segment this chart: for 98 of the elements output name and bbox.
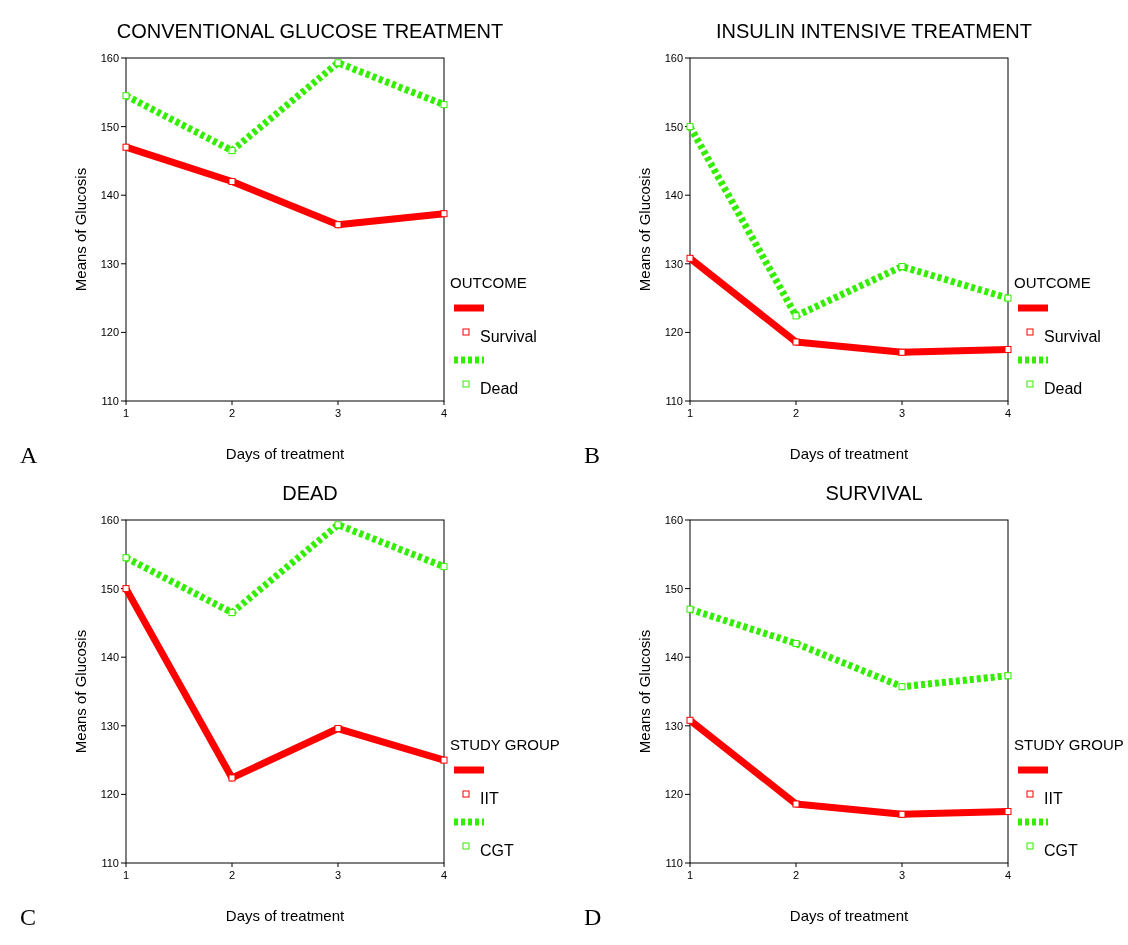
point (334, 59, 342, 67)
chart-title: SURVIVAL (825, 482, 923, 504)
point (1004, 294, 1012, 302)
x-tick-label: 4 (440, 407, 448, 419)
point (440, 756, 448, 764)
point (440, 101, 448, 109)
legend-label: Survival (480, 328, 537, 345)
point (1004, 808, 1012, 816)
point (898, 348, 906, 356)
y-tick-label: 150 (664, 120, 683, 133)
legend-title: OUTCOME (1014, 274, 1091, 291)
point (686, 254, 694, 262)
point (228, 609, 236, 617)
y-tick-label: 150 (100, 120, 119, 133)
point (792, 312, 800, 320)
point (122, 143, 130, 151)
text: B (584, 442, 601, 468)
point (440, 563, 448, 571)
x-tick-label: 2 (228, 407, 236, 419)
legend-label: Dead (1044, 380, 1083, 397)
legend-label: CGT (480, 842, 514, 859)
point (792, 639, 800, 647)
y-tick-label: 130 (100, 719, 119, 732)
x-axis-title: Days of treatment (789, 907, 910, 924)
x-tick-label: 3 (334, 407, 342, 419)
y-axis-title: Means of Glucosis (72, 167, 89, 292)
legend-label: IIT (480, 790, 499, 807)
chart-title: CONVENTIONAL GLUCOSE TREATMENT (116, 20, 504, 42)
y-tick-label: 120 (100, 326, 119, 339)
y-tick-label: 140 (100, 651, 119, 664)
point (122, 554, 130, 562)
legend-title: OUTCOME (450, 274, 527, 291)
x-axis-title: Days of treatment (225, 445, 346, 462)
point (334, 725, 342, 733)
y-tick-label: 150 (664, 582, 683, 595)
y-tick-label: 110 (101, 395, 119, 407)
y-tick-label: 140 (100, 189, 119, 202)
chart-title: DEAD (282, 482, 338, 504)
y-tick-label: 130 (100, 257, 119, 270)
x-tick-label: 4 (1004, 869, 1012, 881)
y-tick-label: 160 (100, 514, 119, 526)
y-tick-label: 160 (664, 52, 683, 64)
x-tick-label: 2 (228, 869, 236, 881)
point (334, 521, 342, 529)
point (898, 683, 906, 691)
x-tick-label: 3 (898, 407, 906, 419)
y-tick-label: 120 (100, 788, 119, 801)
y-axis-title: Means of Glucosis (72, 629, 89, 754)
point (228, 774, 236, 782)
point (792, 338, 800, 346)
point (228, 147, 236, 155)
text: A (20, 442, 38, 468)
point (1004, 672, 1012, 680)
x-tick-label: 1 (122, 407, 130, 419)
x-tick-label: 4 (440, 869, 448, 881)
point (440, 210, 448, 218)
y-tick-label: 110 (101, 857, 119, 869)
point (334, 221, 342, 229)
x-tick-label: 1 (686, 407, 694, 419)
point (1004, 346, 1012, 354)
point (898, 810, 906, 818)
point (686, 605, 694, 613)
x-tick-label: 3 (334, 869, 342, 881)
y-tick-label: 140 (664, 189, 683, 202)
point (686, 716, 694, 724)
y-tick-label: 120 (664, 788, 683, 801)
y-tick-label: 130 (664, 719, 683, 732)
legend-title: STUDY GROUP (1014, 736, 1124, 753)
y-tick-label: 110 (665, 395, 683, 407)
y-axis-title: Means of Glucosis (636, 629, 653, 754)
x-tick-label: 2 (792, 407, 800, 419)
y-tick-label: 130 (664, 257, 683, 270)
legend-label: IIT (1044, 790, 1063, 807)
chart-title: INSULIN INTENSIVE TREATMENT (716, 20, 1032, 42)
x-tick-label: 2 (792, 869, 800, 881)
y-tick-label: 120 (664, 326, 683, 339)
y-tick-label: 110 (665, 857, 683, 869)
point (792, 800, 800, 808)
x-tick-label: 1 (686, 869, 694, 881)
point (228, 177, 236, 185)
legend-label: Dead (480, 380, 519, 397)
y-tick-label: 160 (100, 52, 119, 64)
y-tick-label: 150 (100, 582, 119, 595)
x-tick-label: 3 (898, 869, 906, 881)
x-axis-title: Days of treatment (789, 445, 910, 462)
point (898, 263, 906, 271)
legend-title: STUDY GROUP (450, 736, 560, 753)
text: C (20, 904, 37, 930)
x-axis-title: Days of treatment (225, 907, 346, 924)
legend-label: CGT (1044, 842, 1078, 859)
text: D (584, 904, 602, 930)
x-tick-label: 1 (122, 869, 130, 881)
legend-label: Survival (1044, 328, 1101, 345)
y-tick-label: 160 (664, 514, 683, 526)
y-tick-label: 140 (664, 651, 683, 664)
point (122, 92, 130, 100)
y-axis-title: Means of Glucosis (636, 167, 653, 292)
x-tick-label: 4 (1004, 407, 1012, 419)
